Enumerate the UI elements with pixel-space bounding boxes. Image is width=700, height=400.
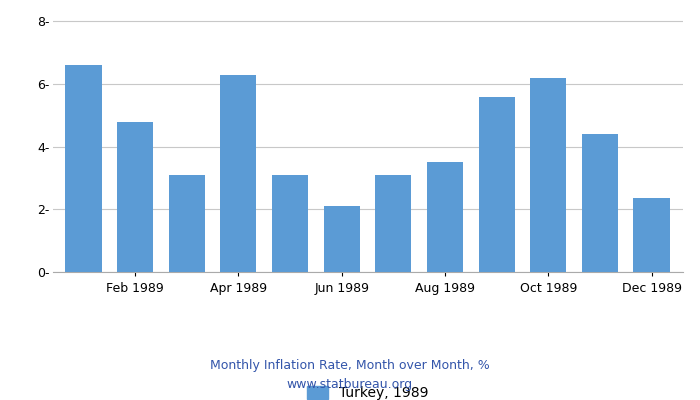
Bar (375, 175, 412, 272)
Legend: Turkey, 1989: Turkey, 1989 (307, 386, 428, 400)
Bar (272, 175, 308, 272)
Text: www.statbureau.org: www.statbureau.org (287, 378, 413, 391)
Bar (530, 78, 566, 272)
Bar (479, 96, 514, 272)
Text: Monthly Inflation Rate, Month over Month, %: Monthly Inflation Rate, Month over Month… (210, 360, 490, 372)
Bar (65, 65, 101, 272)
Bar (634, 198, 670, 272)
Bar (117, 122, 153, 272)
Bar (582, 134, 618, 272)
Bar (427, 162, 463, 272)
Bar (220, 75, 256, 272)
Bar (169, 175, 205, 272)
Bar (323, 206, 360, 272)
